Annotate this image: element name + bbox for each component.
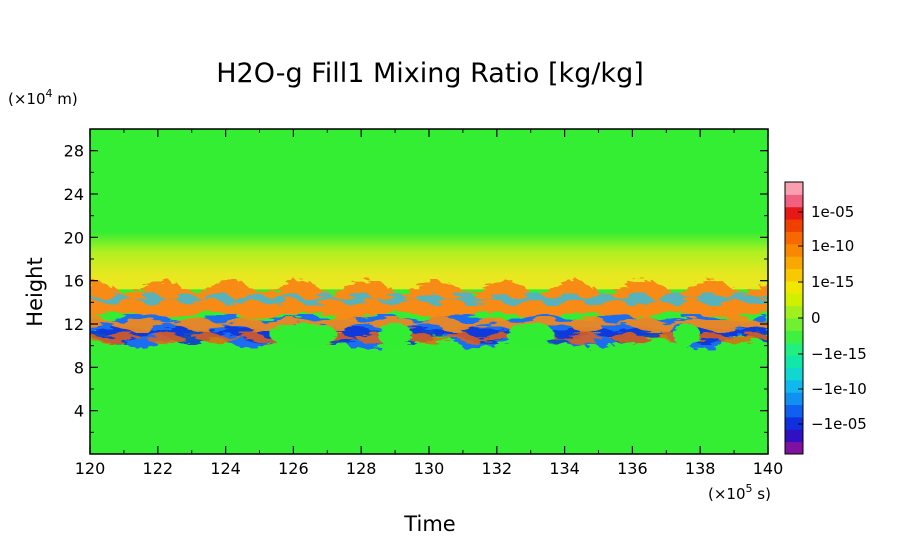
y-unit-label: (×104 m) bbox=[8, 87, 78, 108]
gap-3 bbox=[673, 322, 701, 347]
colorbar-label-2: 1e-15 bbox=[811, 273, 854, 291]
y-tick-label-4: 4 bbox=[74, 402, 84, 421]
gap-2 bbox=[506, 322, 555, 347]
y-tick-label-24: 24 bbox=[64, 185, 84, 204]
chart-title: H2O-g Fill1 Mixing Ratio [kg/kg] bbox=[216, 58, 644, 89]
y-axis: 4 8 12 16 20 24 28 bbox=[64, 142, 768, 433]
light-negative-patches bbox=[90, 292, 768, 306]
colorbar-swatch-1 bbox=[785, 429, 803, 443]
colorbar-swatch-17 bbox=[785, 231, 803, 245]
colorbar-label-6: −1e-05 bbox=[811, 415, 867, 433]
colorbar-swatch-10 bbox=[785, 318, 803, 331]
colorbar-swatch-18 bbox=[785, 219, 803, 232]
colorbar-swatch-9 bbox=[785, 330, 803, 344]
colorbar-swatch-14 bbox=[785, 268, 803, 282]
colorbar-swatch-0 bbox=[785, 441, 803, 455]
colorbar-swatch-21 bbox=[785, 182, 803, 195]
x-tick-label-136: 136 bbox=[617, 459, 648, 478]
plot-area bbox=[90, 129, 768, 454]
y-axis-label: Height bbox=[23, 257, 47, 326]
y-tick-label-28: 28 bbox=[64, 142, 84, 161]
x-tick-label-120: 120 bbox=[75, 459, 106, 478]
x-tick-label-130: 130 bbox=[414, 459, 445, 478]
colorbar-swatch-12 bbox=[785, 293, 803, 307]
colorbar-label-5: −1e-10 bbox=[811, 380, 867, 398]
gap-1 bbox=[378, 322, 413, 347]
colorbar-swatch-6 bbox=[785, 367, 803, 381]
colorbar-swatch-2 bbox=[785, 416, 803, 430]
y-tick-label-12: 12 bbox=[64, 315, 84, 334]
colorbar-swatch-19 bbox=[785, 206, 803, 220]
x-tick-label-124: 124 bbox=[210, 459, 241, 478]
colorbar-label-1: 1e-10 bbox=[811, 237, 854, 255]
gap-0 bbox=[269, 322, 338, 347]
x-tick-label-122: 122 bbox=[143, 459, 174, 478]
x-unit-label: (×105 s) bbox=[708, 482, 771, 503]
colorbar-swatch-16 bbox=[785, 243, 803, 257]
x-axis-label: Time bbox=[403, 512, 455, 536]
colorbar-swatch-3 bbox=[785, 404, 803, 418]
x-tick-label-126: 126 bbox=[278, 459, 309, 478]
colorbar: 1e-05 1e-10 1e-15 0 −1e-15 −1e-10 −1e-05 bbox=[784, 181, 867, 455]
colorbar-swatch-5 bbox=[785, 379, 803, 393]
positive-filament bbox=[90, 316, 768, 333]
x-tick-label-140: 140 bbox=[753, 459, 784, 478]
colorbar-swatch-13 bbox=[785, 280, 803, 294]
y-tick-label-16: 16 bbox=[64, 272, 84, 291]
x-tick-label-138: 138 bbox=[685, 459, 716, 478]
x-tick-label-128: 128 bbox=[346, 459, 377, 478]
strong-positive-filament bbox=[90, 331, 768, 345]
colorbar-label-4: −1e-15 bbox=[811, 345, 867, 363]
colorbar-swatch-8 bbox=[785, 342, 803, 356]
colorbar-swatch-7 bbox=[785, 355, 803, 368]
x-axis: 120 122 124 126 128 130 132 134 136 138 140 bbox=[75, 129, 784, 478]
colorbar-swatch-15 bbox=[785, 256, 803, 270]
y-tick-label-20: 20 bbox=[64, 228, 84, 247]
colorbar-swatch-4 bbox=[785, 392, 803, 406]
colorbar-label-0: 1e-05 bbox=[811, 203, 854, 221]
upper-band bbox=[90, 231, 768, 290]
x-tick-label-132: 132 bbox=[482, 459, 513, 478]
y-tick-label-8: 8 bbox=[74, 358, 84, 377]
colorbar-swatch-11 bbox=[785, 305, 803, 319]
colorbar-label-3: 0 bbox=[811, 309, 821, 327]
colorbar-swatch-20 bbox=[785, 194, 803, 208]
x-tick-label-134: 134 bbox=[549, 459, 580, 478]
